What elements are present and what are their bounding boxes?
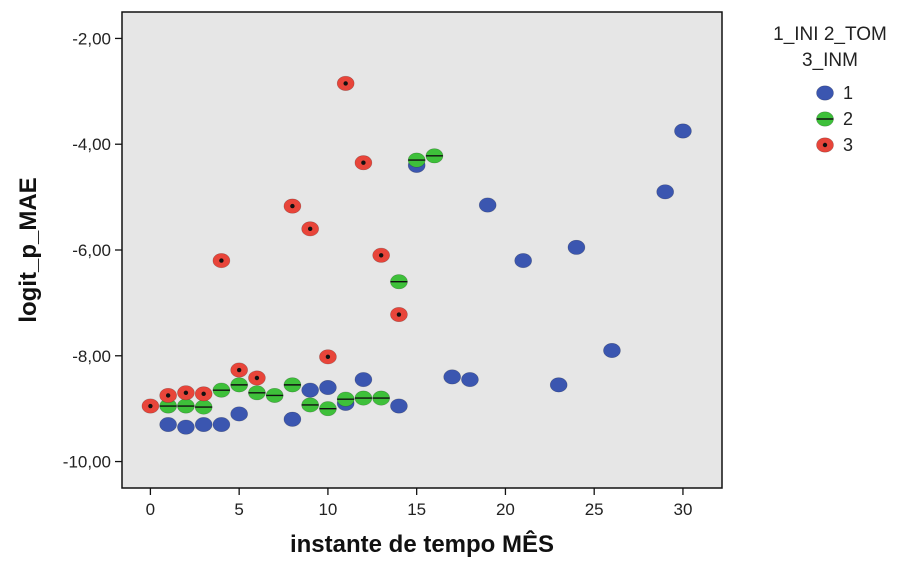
x-tick-label: 30 — [673, 500, 692, 519]
data-point-series-3 — [194, 386, 213, 402]
y-tick-label: -8,00 — [72, 347, 111, 366]
x-tick-label: 5 — [234, 500, 243, 519]
data-point-series-1 — [212, 417, 231, 433]
data-point-series-3 — [141, 398, 160, 414]
data-point-series-3 — [230, 362, 248, 378]
y-tick-label: -6,00 — [72, 241, 111, 260]
data-point-series-1 — [461, 372, 479, 388]
x-tick-label: 20 — [496, 500, 515, 519]
plot-area — [121, 11, 723, 489]
legend-marker-1 — [816, 85, 834, 101]
data-point-series-3 — [177, 385, 195, 401]
data-point-series-1 — [230, 406, 248, 422]
data-point-series-1 — [514, 253, 532, 269]
data-point-series-2 — [372, 390, 390, 406]
data-point-series-1 — [319, 380, 337, 396]
data-point-series-2 — [283, 377, 302, 393]
data-point-series-2 — [390, 274, 408, 290]
data-point-series-3 — [301, 221, 319, 237]
y-axis-title: logit_p_MAE — [15, 177, 42, 322]
data-point-series-1 — [443, 369, 461, 385]
axis-ticks: 0 5 10 15 20 25 30 -2,00 -4,00 -6,00 -8,00 -10,00 — [63, 29, 693, 519]
data-point-series-1 — [478, 197, 497, 213]
legend: 1_INI 2_TOM 3_INM 1 2 3 — [773, 24, 887, 155]
y-tick-label: -2,00 — [72, 29, 111, 48]
data-point-series-2 — [407, 152, 426, 168]
legend-title-line-2: 3_INM — [802, 50, 858, 71]
data-point-series-1 — [159, 417, 177, 433]
data-point-series-1 — [283, 411, 302, 427]
data-point-series-2 — [212, 382, 231, 398]
x-axis-title: instante de tempo MÊS — [290, 530, 554, 558]
data-point-series-3 — [212, 253, 231, 269]
data-point-series-1 — [567, 239, 586, 255]
x-tick-label: 10 — [318, 500, 337, 519]
x-tick-label: 15 — [407, 500, 426, 519]
data-point-series-1 — [603, 342, 621, 358]
legend-title-line-1: 1_INI 2_TOM — [773, 24, 887, 45]
x-tick-label: 0 — [146, 500, 155, 519]
y-tick-label: -10,00 — [63, 453, 111, 472]
data-point-series-1 — [390, 398, 408, 414]
data-point-series-1 — [656, 184, 674, 200]
data-point-series-2 — [301, 397, 319, 413]
data-point-series-3 — [390, 307, 408, 323]
data-point-series-2 — [425, 148, 444, 164]
data-point-series-3 — [159, 387, 177, 403]
data-point-series-2 — [336, 391, 355, 407]
data-point-series-2 — [319, 401, 337, 417]
data-point-series-1 — [194, 417, 213, 433]
data-point-series-1 — [549, 377, 568, 393]
data-point-series-2 — [248, 385, 266, 401]
data-point-series-1 — [354, 372, 373, 388]
legend-label-1: 1 — [843, 83, 853, 103]
data-point-series-3 — [283, 198, 302, 214]
data-point-series-2 — [177, 398, 195, 414]
y-tick-label: -4,00 — [72, 135, 111, 154]
data-point-series-3 — [372, 247, 390, 263]
data-point-series-3 — [319, 349, 337, 365]
data-point-series-2 — [354, 390, 373, 406]
legend-items: 1 2 3 — [816, 83, 853, 155]
data-point-series-2 — [265, 387, 284, 403]
data-point-series-1 — [301, 382, 319, 398]
data-points — [141, 75, 692, 435]
data-point-series-1 — [674, 123, 692, 139]
data-point-series-2 — [194, 399, 213, 415]
data-point-series-3 — [248, 370, 266, 386]
legend-marker-3 — [816, 137, 834, 153]
data-point-series-2 — [230, 377, 248, 393]
legend-label-3: 3 — [843, 135, 853, 155]
legend-label-2: 2 — [843, 109, 853, 129]
data-point-series-3 — [336, 75, 355, 91]
data-point-series-1 — [177, 419, 195, 435]
x-tick-label: 25 — [585, 500, 604, 519]
data-point-series-3 — [354, 155, 373, 171]
legend-marker-2 — [816, 111, 834, 127]
